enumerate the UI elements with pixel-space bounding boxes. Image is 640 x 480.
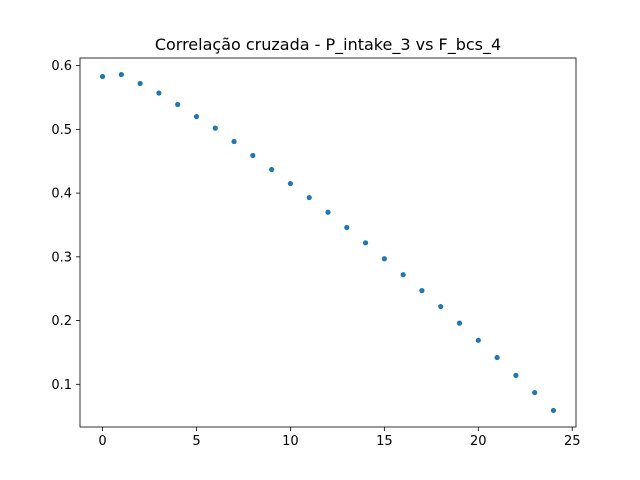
x-tick-label: 10 bbox=[282, 434, 299, 449]
data-point bbox=[250, 152, 256, 159]
chart-title: Correlação cruzada - P_intake_3 vs F_bcs… bbox=[155, 35, 501, 55]
data-point bbox=[513, 372, 519, 378]
data-point bbox=[419, 288, 425, 294]
data-point bbox=[362, 240, 369, 246]
x-tick-label: 20 bbox=[470, 434, 487, 449]
data-point bbox=[118, 71, 124, 78]
y-tick-label: 0.6 bbox=[51, 59, 72, 74]
data-point bbox=[175, 101, 181, 108]
x-tick-label: 5 bbox=[192, 434, 200, 449]
data-point bbox=[193, 114, 200, 120]
data-point bbox=[381, 256, 387, 262]
data-point bbox=[99, 73, 106, 80]
axes-frame bbox=[79, 57, 577, 428]
data-point bbox=[269, 166, 275, 173]
data-point bbox=[475, 337, 481, 343]
x-tick-label: 25 bbox=[564, 434, 581, 449]
y-tick-label: 0.1 bbox=[51, 378, 72, 393]
data-point bbox=[400, 272, 406, 278]
y-tick-label: 0.4 bbox=[51, 187, 72, 202]
x-tick-label: 15 bbox=[376, 434, 393, 449]
data-point bbox=[212, 125, 218, 131]
data-point bbox=[438, 303, 444, 310]
data-point bbox=[156, 90, 162, 96]
y-tick-label: 0.5 bbox=[51, 123, 72, 138]
data-point bbox=[532, 389, 538, 396]
x-tick-label: 0 bbox=[98, 434, 106, 449]
y-tick-label: 0.2 bbox=[51, 314, 72, 329]
plot-area: 0 5 10 15 20 25 0.1 0.2 0.3 0.4 0.5 0.6 bbox=[51, 57, 581, 449]
data-point bbox=[456, 320, 463, 326]
data-point bbox=[306, 194, 312, 201]
data-point bbox=[325, 209, 331, 215]
data-point bbox=[494, 354, 500, 361]
data-point bbox=[550, 407, 557, 414]
data-point bbox=[137, 80, 143, 87]
data-point bbox=[287, 180, 294, 187]
data-point bbox=[231, 138, 237, 145]
y-tick-label: 0.3 bbox=[51, 250, 72, 265]
data-point bbox=[344, 224, 350, 231]
